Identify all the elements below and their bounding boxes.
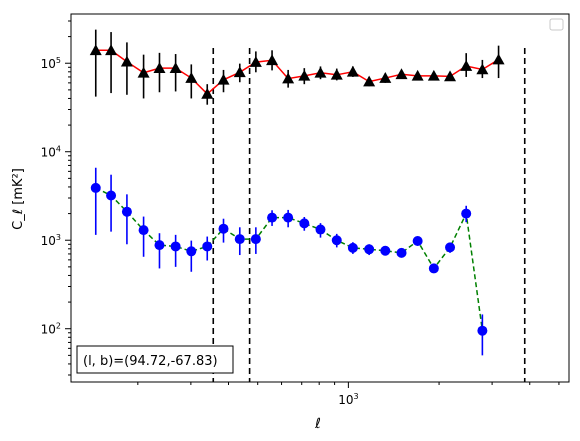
series-1-point-26 [492, 53, 505, 65]
series-1-point-17 [346, 65, 359, 77]
series-2-point-18 [364, 244, 375, 255]
series-2-point-5 [154, 240, 165, 251]
series-1-point-16 [330, 68, 343, 80]
series-2-point-17 [347, 242, 358, 253]
series-1-point-8 [201, 87, 214, 99]
series-1-point-14 [298, 69, 311, 81]
series-1-point-4 [137, 66, 150, 78]
series-1-point-11 [249, 56, 262, 67]
annotation-text: (l, b)=(94.72,-67.83) [83, 354, 218, 369]
series-2-point-4 [138, 225, 149, 236]
series-2-point-21 [412, 235, 423, 246]
series-2-point-6 [170, 241, 181, 252]
plot-area [89, 29, 526, 382]
series-2-point-8 [202, 241, 213, 252]
y-tick-label: 104 [41, 145, 61, 160]
series-1-point-25 [476, 63, 489, 75]
y-tick-label: 103 [41, 233, 61, 248]
series-2-point-23 [445, 242, 456, 253]
series-1-point-9 [217, 73, 230, 85]
series-2-point-25 [477, 325, 488, 336]
series-2-point-2 [106, 190, 117, 201]
series-1-point-13 [282, 72, 295, 84]
series-1-point-15 [314, 66, 327, 78]
series-1-point-21 [411, 69, 424, 81]
series-2-point-7 [186, 246, 197, 257]
series-2-point-16 [331, 235, 342, 246]
series-1-point-5 [153, 62, 166, 73]
y-tick-label: 105 [41, 56, 61, 71]
series-1-point-20 [395, 68, 408, 80]
series-1-point-3 [120, 55, 133, 67]
series-2-point-10 [234, 234, 245, 245]
series-2-point-13 [283, 212, 294, 223]
x-axis-label: ℓ [314, 416, 321, 432]
series-1-point-19 [379, 72, 392, 83]
series-1-point-1 [89, 44, 102, 56]
series-1-point-12 [266, 54, 279, 66]
series-2-point-1 [90, 182, 101, 193]
series-1-point-10 [233, 66, 246, 78]
series-2-point-22 [428, 263, 439, 274]
series-1-point-18 [363, 75, 376, 87]
series-2-point-11 [250, 234, 261, 245]
series-2-point-24 [461, 208, 472, 219]
annotation-box: (l, b)=(94.72,-67.83) [76, 345, 234, 374]
series-2-point-15 [315, 224, 326, 235]
series-1-point-2 [105, 44, 118, 56]
legend-box [549, 18, 564, 31]
series-2-point-20 [396, 247, 407, 258]
series-2-point-3 [121, 206, 132, 217]
series-2-point-9 [218, 223, 229, 234]
series-2-point-19 [380, 245, 391, 256]
series-2-point-14 [299, 218, 310, 229]
x-tick-label: 103 [338, 392, 358, 407]
series-1-point-22 [427, 69, 440, 81]
y-tick-label: 102 [41, 322, 61, 337]
y-axis-label: C_ℓ [mK²] [11, 168, 26, 230]
series-1-point-23 [444, 70, 457, 82]
series-1-point-24 [460, 60, 473, 71]
series-2-line [95, 187, 484, 331]
axis-ticks: 103 102 103 104 105 [41, 20, 560, 407]
series-1-point-6 [169, 62, 182, 73]
series-2-point-12 [267, 212, 278, 223]
series-1-point-7 [185, 72, 198, 83]
annotation-frame [76, 345, 234, 374]
